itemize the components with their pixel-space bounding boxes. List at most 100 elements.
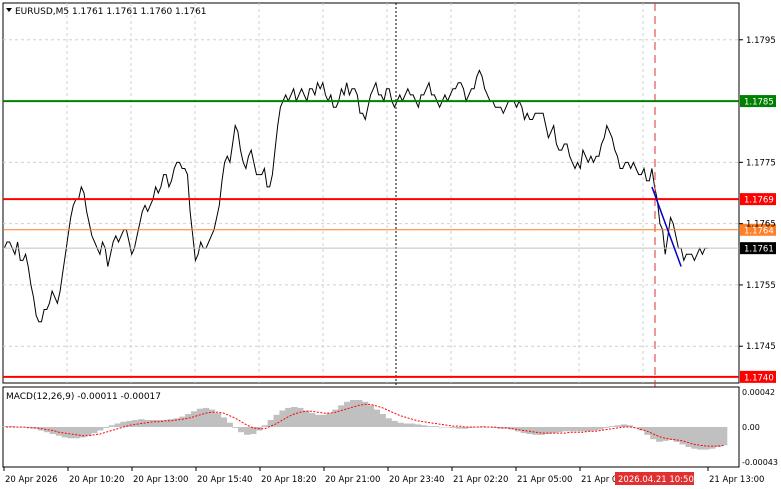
macd-histogram-bar — [96, 427, 104, 431]
macd-histogram-bar — [514, 427, 522, 432]
macd-y-axis-label: -0.00043 — [742, 458, 778, 467]
macd-title: MACD(12,26,9) -0.00011 -0.00017 — [6, 392, 161, 402]
macd-histogram-bar — [455, 427, 463, 429]
level-price-tag — [740, 95, 776, 108]
macd-histogram-bar — [479, 426, 486, 427]
macd-histogram-bar — [626, 425, 634, 427]
macd-histogram-bar — [361, 401, 369, 427]
macd-histogram-bar — [585, 427, 592, 432]
level-price-tag — [740, 193, 776, 206]
macd-histogram-bar — [149, 420, 157, 427]
macd-histogram-bar — [326, 413, 333, 427]
y-axis-tick-label: 1.1775 — [746, 158, 776, 168]
macd-signal-line[interactable] — [5, 403, 725, 447]
macd-histogram-bar — [55, 427, 63, 436]
y-axis-tick-label: 1.1795 — [746, 36, 776, 46]
macd-histogram-bar — [238, 427, 245, 433]
macd-histogram-bar — [497, 427, 504, 429]
dropdown-triangle-icon[interactable] — [6, 8, 12, 12]
macd-histogram-bar — [544, 427, 551, 434]
macd-histogram-bar — [420, 425, 428, 427]
macd-histogram-bar — [685, 427, 692, 447]
level-price-tag — [740, 223, 776, 236]
y-axis-tick-label: 1.1745 — [746, 342, 776, 352]
price-pane-frame — [2, 2, 740, 384]
macd-histogram-bar — [285, 407, 292, 427]
macd-histogram-bar — [614, 425, 622, 427]
macd-histogram-bar — [132, 420, 139, 427]
macd-histogram-bar — [709, 427, 716, 449]
trendline[interactable] — [651, 186, 682, 267]
x-axis-tick-label: 21 Apr 13:00 — [709, 475, 764, 485]
y-axis-tick-label: 1.1765 — [746, 220, 776, 230]
axes: 1.1785 1.1769 1.1764 1.1740 1.1761 1.1795 1.17… — [3, 36, 778, 485]
macd-histogram-bar — [414, 424, 422, 427]
macd-histogram-bar — [567, 427, 575, 432]
macd-histogram-bar — [532, 427, 539, 435]
macd-histogram-bar — [79, 427, 86, 438]
macd-histogram-bar — [461, 427, 469, 429]
macd-histogram-bar — [232, 427, 239, 428]
macd-histogram-bar — [573, 427, 581, 432]
macd-histogram-bar — [320, 414, 328, 427]
macd-histogram-bar — [185, 414, 192, 427]
current-price-label: 1.1761 — [744, 245, 774, 255]
macd-histogram-bar — [550, 427, 557, 434]
macd-histogram-bar — [291, 407, 298, 427]
macd-histogram-bar — [332, 409, 339, 427]
macd-histogram-bar — [155, 420, 163, 427]
level-price-label: 1.1740 — [744, 373, 774, 383]
symbol-header: EURUSD,M5 1.1761 1.1761 1.1760 1.1761 — [6, 7, 207, 17]
macd-y-axis-label: 0.00 — [742, 423, 760, 432]
macd-histogram-bar — [302, 410, 310, 427]
x-axis-tick-label: 20 Apr 23:40 — [389, 475, 444, 485]
macd-histogram-bar — [403, 423, 410, 427]
macd-histogram-bar — [432, 426, 439, 427]
price-pane[interactable] — [2, 2, 740, 467]
macd-histogram-bar — [609, 426, 616, 427]
macd-histogram-bar — [638, 427, 645, 431]
x-axis-tick-label: 20 Apr 18:20 — [261, 475, 316, 485]
macd-histogram-bar — [391, 420, 398, 427]
macd-histogram-bar — [591, 427, 598, 431]
macd-histogram-bar — [61, 427, 69, 438]
macd-histogram-bar — [426, 426, 433, 427]
macd-histogram-bar — [226, 422, 233, 427]
macd-histogram-bar — [73, 427, 80, 439]
macd-histogram-bar — [379, 414, 386, 427]
macd-histogram-bar — [350, 400, 357, 427]
macd-histogram-bar — [279, 410, 286, 427]
macd-histogram-bar — [249, 427, 257, 434]
macd-histogram-bar — [120, 421, 127, 427]
macd-histogram-bar — [373, 409, 380, 427]
chart-title: EURUSD,M5 1.1761 1.1761 1.1760 1.1761 — [15, 7, 207, 17]
macd-histogram-bar — [450, 427, 457, 428]
x-axis-tick-label: 21 Apr 05:00 — [517, 475, 572, 485]
macd-histogram-bar — [691, 427, 698, 449]
x-marker-label: 2026.04.21 10:50 — [618, 475, 694, 485]
macd-histogram-bar — [214, 413, 222, 427]
x-marker-tag — [615, 472, 694, 485]
level-price-label: 1.1764 — [744, 226, 774, 236]
macd-histogram-bar — [91, 427, 98, 434]
macd-histogram-bar — [220, 417, 227, 427]
macd-histogram-bar — [526, 427, 534, 434]
macd-histogram-bar — [679, 427, 687, 445]
macd-pane[interactable] — [2, 386, 740, 468]
price-series-line[interactable] — [3, 69, 708, 323]
macd-histogram-bar — [538, 427, 545, 435]
macd-histogram-bar — [714, 427, 722, 447]
macd-histogram-bar — [297, 407, 304, 427]
macd-histogram-bar — [161, 420, 169, 427]
macd-histogram-bar — [697, 427, 704, 450]
macd-histogram-bar — [102, 427, 110, 428]
macd-histogram-bar — [338, 405, 345, 427]
macd-histogram-bar — [438, 427, 445, 428]
macd-histogram-bar — [144, 420, 151, 427]
x-axis-tick-label: 20 Apr 2026 — [5, 475, 58, 485]
macd-histogram-bar — [308, 413, 316, 427]
macd-histogram-bar — [85, 427, 92, 436]
macd-histogram-bar — [656, 427, 663, 442]
macd-histogram-bar — [8, 426, 16, 427]
